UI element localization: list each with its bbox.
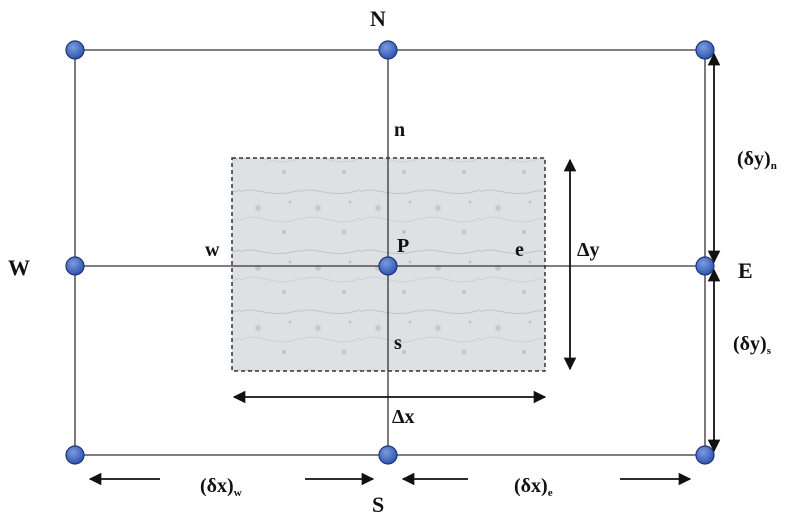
label-dx-w: (δx)w: [200, 475, 242, 499]
label-node-north: N: [370, 6, 386, 31]
label-face-west: w: [205, 239, 220, 261]
node-ne: [695, 40, 715, 60]
label-node-center: P: [397, 235, 409, 257]
node-se: [695, 445, 715, 465]
label-dy-n: (δy)n: [737, 148, 777, 172]
label-dy-s: (δy)s: [733, 333, 772, 357]
label-node-east: E: [738, 258, 753, 283]
label-delta-x: Δx: [392, 406, 415, 428]
node-n: [378, 40, 398, 60]
label-face-east: e: [515, 239, 524, 261]
label-face-north: n: [394, 119, 405, 141]
node-sw: [65, 445, 85, 465]
label-node-west: W: [8, 255, 30, 280]
node-w: [65, 256, 85, 276]
node-p: [378, 256, 398, 276]
label-dx-e: (δx)e: [514, 475, 553, 499]
node-nw: [65, 40, 85, 60]
label-delta-y: Δy: [577, 239, 600, 261]
node-e: [695, 256, 715, 276]
node-s: [378, 445, 398, 465]
label-face-south: s: [394, 332, 402, 354]
label-node-south: S: [372, 492, 384, 517]
grid-nodes: [65, 40, 715, 465]
